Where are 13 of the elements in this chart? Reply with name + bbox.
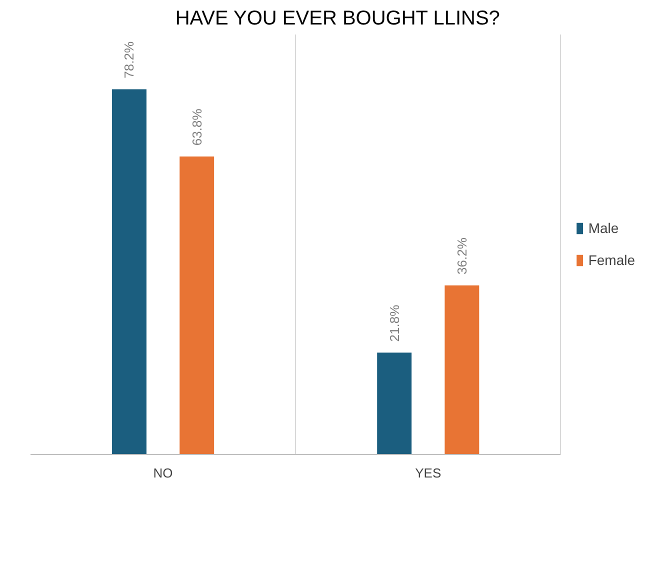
bar: [377, 352, 412, 454]
chart-title: HAVE YOU EVER BOUGHT LLINS?: [175, 8, 500, 30]
bar: [112, 89, 146, 454]
legend-label: Male: [588, 220, 619, 236]
data-label: 63.8%: [189, 108, 204, 146]
x-tick-label: NO: [153, 466, 173, 480]
data-label: 78.2%: [122, 41, 137, 78]
legend-label: Female: [588, 252, 635, 268]
x-tick-label: YES: [415, 466, 442, 480]
data-label: 21.8%: [386, 304, 402, 342]
bar: [444, 285, 480, 454]
data-label: 36.2%: [454, 237, 470, 274]
bar: [180, 156, 214, 454]
